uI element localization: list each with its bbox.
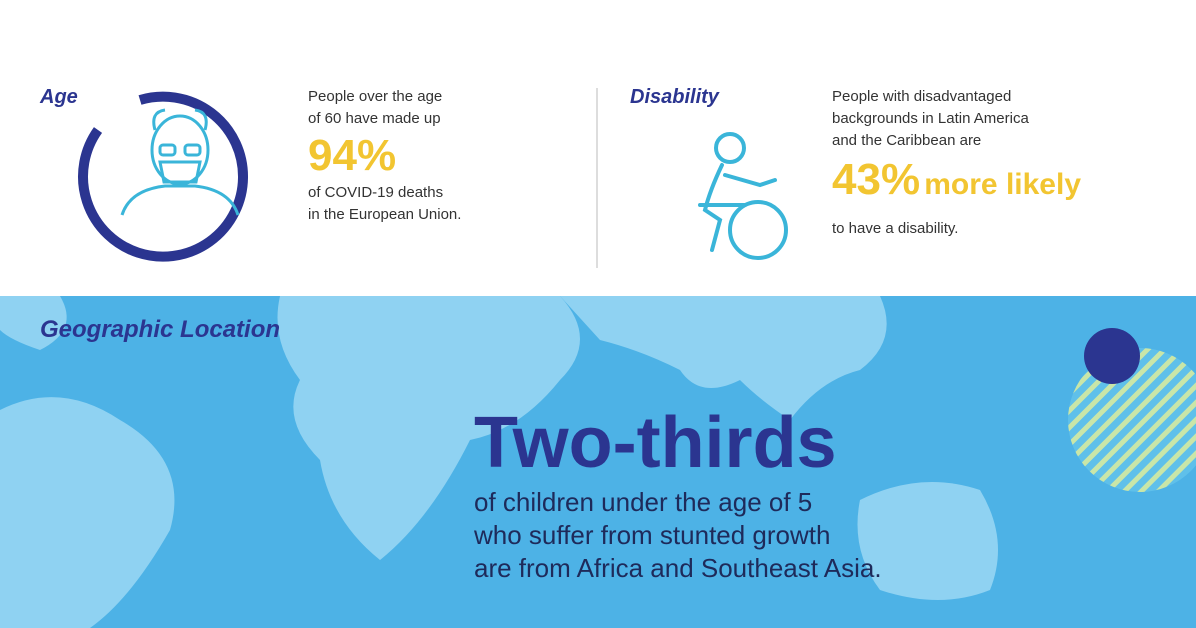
- age-stat: 94%: [308, 131, 397, 180]
- disability-text: People with disadvantaged backgrounds in…: [832, 86, 1081, 240]
- geo-stat: Two-thirds: [474, 403, 837, 483]
- text-line: of children under the age of 5: [474, 487, 813, 517]
- age-text: People over the age of 60 have made up 9…: [308, 86, 461, 226]
- text-line: of 60 have made up: [308, 110, 441, 127]
- text-line: in the European Union.: [308, 206, 462, 223]
- text-line: to have a disability.: [832, 220, 959, 237]
- text-line: backgrounds in Latin America: [832, 110, 1029, 127]
- continents: [0, 296, 998, 628]
- text-line: and the Caribbean are: [832, 132, 982, 149]
- text-line: are from Africa and Southeast Asia.: [474, 553, 882, 583]
- disability-stat-suffix: more likely: [924, 168, 1082, 201]
- text-line: who suffer from stunted growth: [474, 520, 831, 550]
- text-line: of COVID-19 deaths: [308, 184, 444, 201]
- wheelchair-icon: [698, 132, 788, 260]
- age-label: Age: [40, 86, 78, 108]
- dot: [1084, 328, 1140, 384]
- text-line: People over the age: [308, 88, 443, 105]
- stat-row: 43% more likely: [832, 152, 1081, 218]
- disability-stat: 43%: [832, 155, 921, 204]
- geo-text: of children under the age of 5 who suffe…: [474, 486, 882, 585]
- striped-circle: [1068, 348, 1196, 492]
- text-line: People with disadvantaged: [832, 88, 1012, 105]
- map-band: [0, 296, 1196, 628]
- disability-label: Disability: [630, 86, 719, 108]
- geo-label: Geographic Location: [40, 316, 281, 343]
- age-icon: [78, 91, 248, 262]
